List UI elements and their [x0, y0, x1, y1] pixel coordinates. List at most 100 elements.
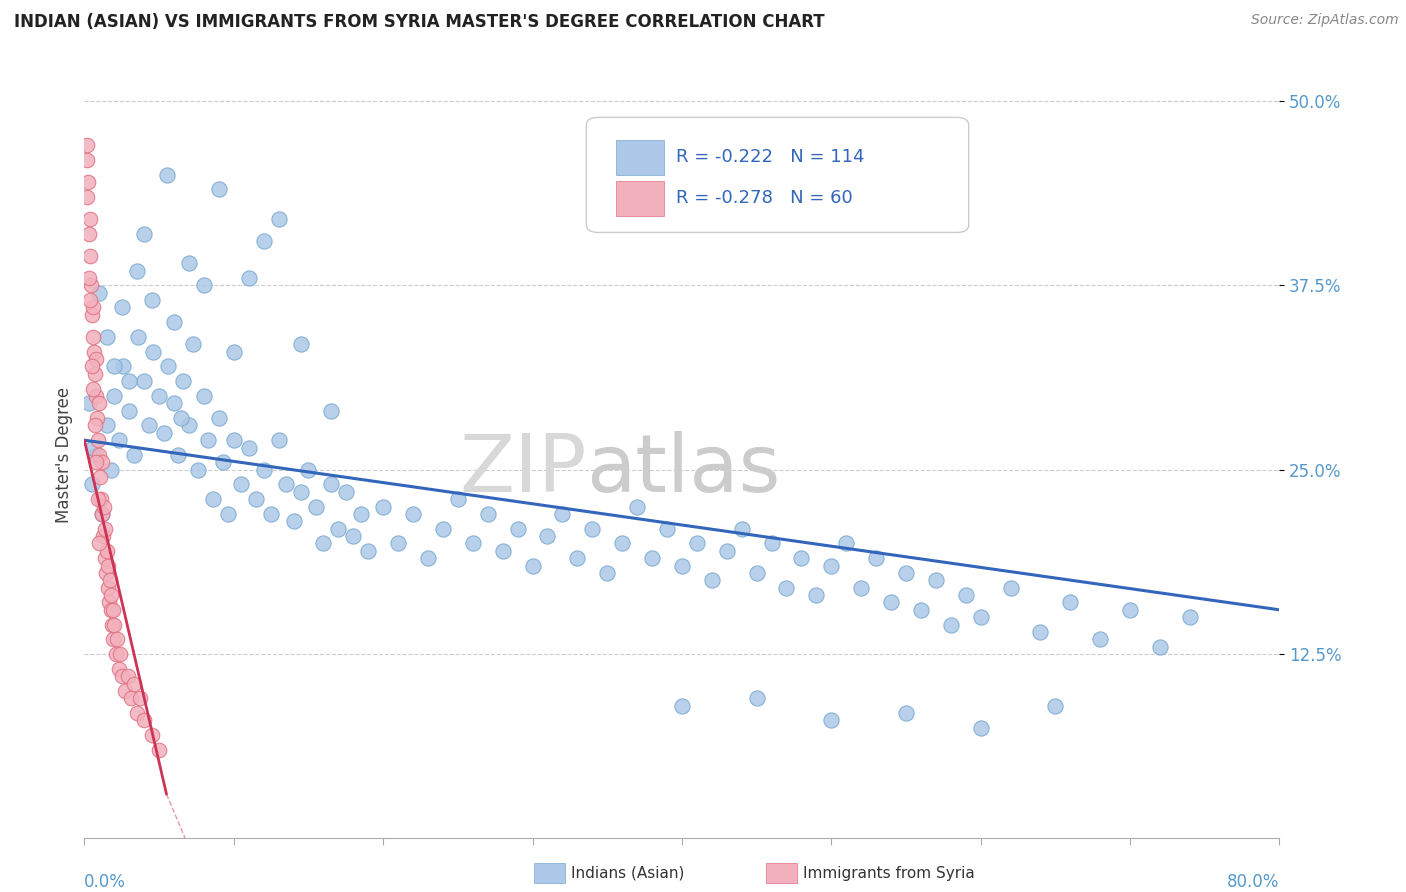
Point	[1000, 581, 1022, 595]
Point	[107, 662, 129, 676]
Point	[87, 433, 110, 447]
Text: R = -0.278   N = 60: R = -0.278 N = 60	[676, 189, 852, 207]
FancyBboxPatch shape	[586, 118, 969, 233]
Text: atlas: atlas	[586, 431, 780, 509]
Point	[94, 522, 117, 536]
Point	[641, 551, 664, 566]
Point	[297, 463, 319, 477]
Point	[506, 522, 529, 536]
Text: 80.0%: 80.0%	[1227, 873, 1279, 891]
Point	[125, 263, 148, 277]
Point	[731, 522, 754, 536]
Point	[655, 522, 678, 536]
Point	[83, 367, 105, 381]
Point	[96, 418, 118, 433]
Point	[80, 477, 103, 491]
Point	[312, 536, 335, 550]
Point	[80, 308, 103, 322]
Point	[612, 536, 634, 550]
Point	[477, 507, 499, 521]
Point	[77, 396, 100, 410]
Point	[416, 551, 439, 566]
Point	[1090, 632, 1112, 647]
Point	[98, 574, 121, 588]
Point	[89, 285, 111, 300]
Point	[536, 529, 558, 543]
Point	[86, 351, 108, 366]
Point	[231, 477, 253, 491]
Point	[101, 603, 124, 617]
Text: Source: ZipAtlas.com: Source: ZipAtlas.com	[1251, 13, 1399, 28]
Point	[96, 544, 118, 558]
Point	[1178, 610, 1201, 624]
Point	[1119, 603, 1142, 617]
Point	[432, 522, 454, 536]
Point	[76, 190, 98, 204]
Point	[267, 211, 290, 226]
Point	[1045, 698, 1067, 713]
Point	[103, 359, 125, 374]
Point	[177, 418, 200, 433]
Point	[90, 492, 112, 507]
Point	[894, 566, 917, 580]
Point	[91, 507, 114, 521]
Point	[100, 603, 122, 617]
Text: ZIP: ZIP	[458, 431, 586, 509]
Point	[91, 529, 114, 543]
FancyBboxPatch shape	[616, 181, 664, 216]
Point	[193, 278, 215, 293]
Point	[91, 507, 114, 521]
Point	[716, 544, 738, 558]
Point	[172, 374, 194, 388]
Point	[955, 588, 977, 602]
Point	[290, 484, 312, 499]
Point	[790, 551, 813, 566]
Point	[107, 433, 129, 447]
Point	[342, 529, 364, 543]
Point	[138, 418, 160, 433]
Point	[970, 721, 993, 735]
Point	[87, 492, 110, 507]
Point	[128, 691, 150, 706]
Point	[775, 581, 797, 595]
Point	[93, 551, 115, 566]
Text: R = -0.222   N = 114: R = -0.222 N = 114	[676, 148, 865, 166]
Point	[820, 714, 842, 728]
Text: 0.0%: 0.0%	[84, 873, 127, 891]
Point	[267, 433, 290, 447]
Point	[387, 536, 409, 550]
Point	[114, 684, 136, 698]
Point	[82, 441, 104, 455]
Point	[193, 389, 215, 403]
Point	[157, 359, 180, 374]
Point	[142, 344, 165, 359]
Point	[163, 396, 186, 410]
Point	[939, 617, 962, 632]
Point	[197, 433, 219, 447]
Point	[76, 153, 98, 167]
Point	[118, 374, 141, 388]
Point	[319, 477, 342, 491]
Point	[222, 433, 245, 447]
Point	[141, 293, 163, 307]
Point	[820, 558, 842, 573]
Point	[245, 492, 267, 507]
Point	[122, 448, 145, 462]
Point	[125, 706, 148, 720]
Point	[104, 647, 127, 661]
Point	[79, 249, 101, 263]
Point	[222, 344, 245, 359]
Point	[100, 588, 122, 602]
Point	[120, 691, 142, 706]
Point	[80, 278, 103, 293]
Y-axis label: Master's Degree: Master's Degree	[55, 387, 73, 523]
Point	[238, 441, 260, 455]
Point	[596, 566, 619, 580]
Point	[238, 271, 260, 285]
Point	[745, 566, 768, 580]
Point	[76, 138, 98, 153]
Point	[208, 182, 231, 196]
Point	[212, 455, 235, 469]
Point	[101, 617, 124, 632]
Point	[82, 330, 104, 344]
